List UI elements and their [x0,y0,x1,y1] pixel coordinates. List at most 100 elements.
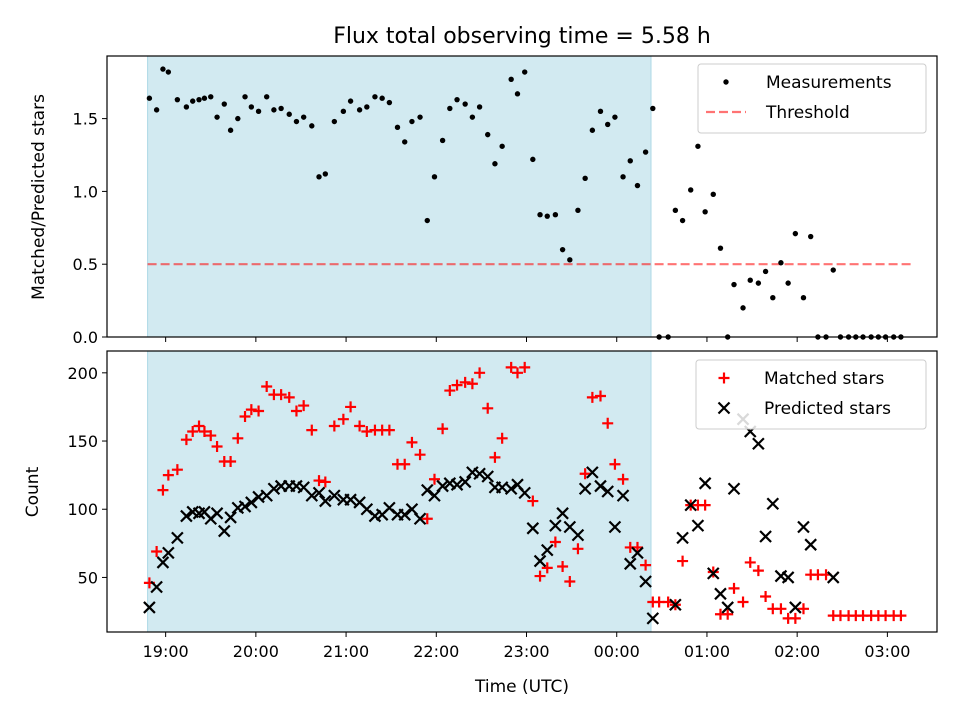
predicted-star-point [698,477,712,490]
measurement-point [762,268,769,275]
measurement-point [530,156,536,163]
matched-star-point [572,543,584,555]
measurement-point [567,257,573,263]
predicted-star-point [450,478,464,491]
measurement-point [778,260,784,266]
x-tick-label: 20:00 [233,642,279,661]
predicted-star-point [319,494,332,508]
measurement-point [634,182,641,189]
measurement-point [800,294,807,301]
predicted-star-point [594,479,607,493]
measurement-point [431,174,438,180]
measurement-point [316,174,322,180]
x-tick-label: 00:00 [594,642,640,661]
measurement-point [417,114,423,120]
measurement-point [785,280,791,286]
measurement-point [208,94,214,100]
predicted-star-point [504,482,518,496]
predicted-star-point [766,497,780,511]
measurement-point [153,107,160,113]
matched-star-point [737,596,749,608]
measurement-point [372,94,378,100]
predicted-star-point [312,486,326,500]
predicted-star-point [721,601,734,614]
matched-star-point [699,499,711,511]
predicted-star-point [549,519,562,532]
predicted-star-point [533,554,547,568]
measurement-point [807,233,814,240]
measurement-point [620,174,626,180]
measurement-point [695,143,701,149]
measurement-point [174,96,181,103]
measurement-point [499,143,505,149]
measurement-point [248,104,255,110]
predicted-star-point [727,482,741,496]
matched-star-point [775,603,787,615]
predicted-star-point [691,519,705,532]
measurement-point [485,131,491,138]
matched-star-point [760,591,772,603]
predicted-star-point [578,482,592,496]
matched-star-point [677,555,689,567]
measurement-point [642,149,649,155]
predicted-star-point [706,567,720,580]
matched-star-point [496,432,508,444]
measurement-point [537,211,543,218]
predicted-star-point [328,489,341,502]
matched-star-point [354,420,366,432]
measurement-point [476,104,483,110]
matched-star-point [345,401,357,413]
measurement-point [508,76,514,82]
matched-star-point [261,380,273,392]
measurement-point [331,118,338,125]
measurement-point [263,94,270,100]
measurement-point [612,114,618,120]
matched-star-point [306,424,318,436]
measurement-point [190,98,196,104]
measurement-point [255,108,262,115]
measurement-point [293,118,300,125]
matched-star-point [527,495,539,507]
matched-star-point [171,464,183,476]
measurement-point [322,171,329,177]
matched-star-point [225,455,237,467]
matched-star-point [245,404,257,416]
predicted-star-point [623,557,637,571]
predicted-star-point [639,575,652,588]
matched-star-point [328,420,340,432]
predicted-star-point [162,546,175,560]
matched-star-point [444,385,456,397]
figure-title: Flux total observing time = 5.58 h [333,24,711,49]
matched-star-point [451,379,463,391]
matched-star-point [298,400,310,412]
legend-label-matched: Matched stars [764,369,884,389]
measurement-point [552,211,559,218]
measurement-point [278,105,284,112]
matched-star-point [319,476,331,488]
predicted-star-point [676,531,689,545]
matched-star-point [505,361,517,373]
measurement-point [830,267,836,273]
legend-box [695,359,927,430]
matched-star-point [789,612,801,624]
predicted-star-point [224,511,237,524]
measurement-point [286,111,292,117]
measurement-point [627,158,633,164]
measurement-point [394,124,401,131]
y-tick-label: 1.5 [73,110,98,129]
matched-star-point [399,458,411,470]
legend-marker-predicted [717,401,731,415]
axes-frame [106,350,938,633]
measurement-point [710,191,716,198]
measurement-point [271,107,277,113]
top-y-axis-label: Matched/Predicted stars [29,94,49,300]
matched-star-point [239,410,251,422]
predicted-star-point [684,498,697,512]
measurement-point [242,94,248,100]
matched-star-point [534,570,546,582]
matched-star-point [541,562,553,574]
measurement-point [196,96,202,103]
matched-star-point [313,475,325,487]
matched-star-point [579,468,591,480]
measurement-point [146,95,153,101]
